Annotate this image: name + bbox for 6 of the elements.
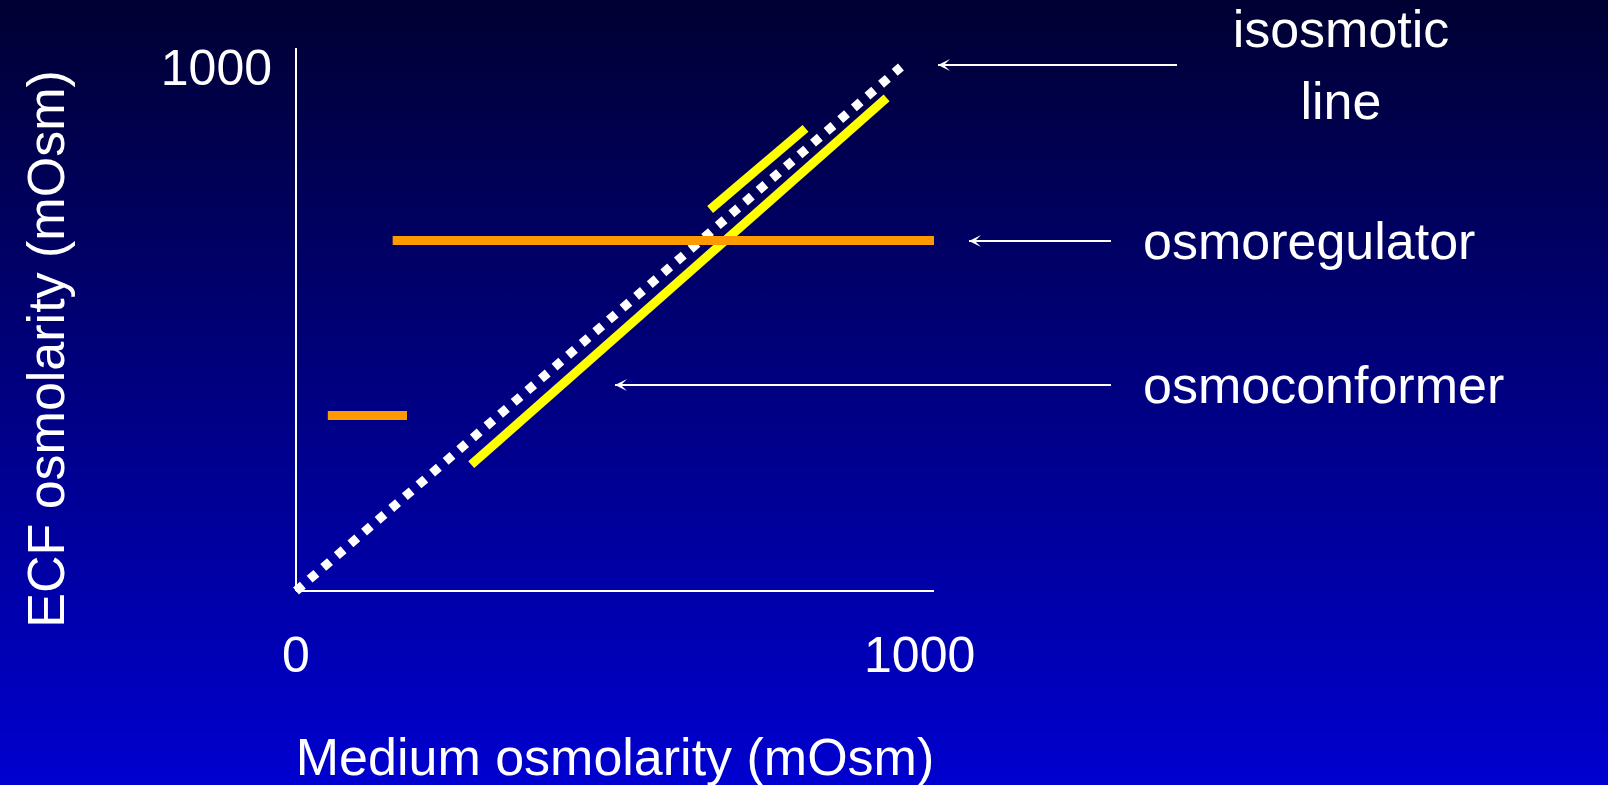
- text: 1000: [160, 39, 272, 96]
- text: osmoregulator: [1143, 212, 1476, 270]
- x-tick-label: 0: [282, 627, 310, 683]
- y-axis-title: ECF osmolarity (mOsm): [17, 70, 75, 628]
- text: osmoconformer: [1143, 356, 1505, 414]
- text: isosmotic line: [1232, 0, 1450, 131]
